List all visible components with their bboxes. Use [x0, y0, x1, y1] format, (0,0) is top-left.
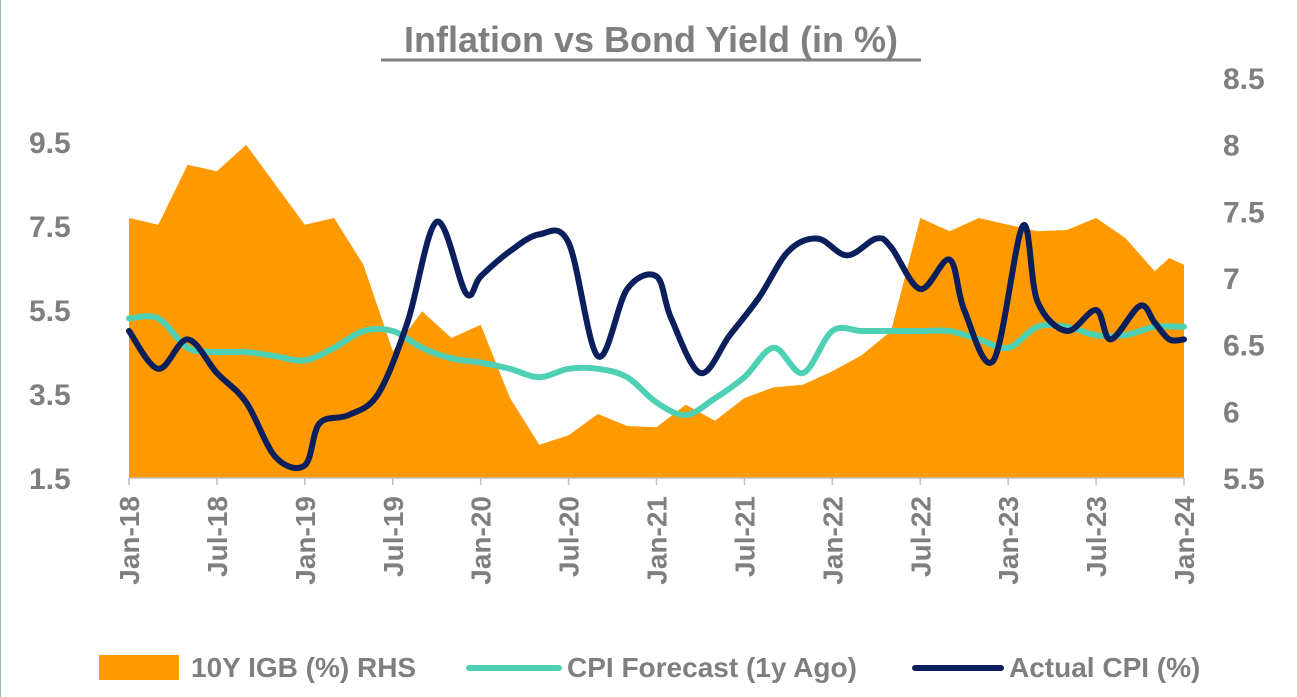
left-y-tick-label: 9.5 — [29, 127, 71, 160]
series-line-actual-cpi — [126, 218, 1187, 471]
right-y-tick-label: 8 — [1223, 130, 1240, 163]
x-axis-tick-label: Jul-23 — [1081, 496, 1112, 577]
x-axis-tick-label: Jan-23 — [993, 496, 1024, 585]
legend-swatch-10y-igb — [99, 655, 179, 680]
x-axis-tick-label: Jul-20 — [554, 496, 585, 577]
x-axis-tick-label: Jul-18 — [202, 496, 233, 577]
chart-title: Inflation vs Bond Yield (in %) — [404, 19, 898, 60]
x-axis-tick-label: Jan-18 — [114, 496, 145, 585]
left-y-tick-label: 1.5 — [29, 463, 71, 496]
right-y-tick-label: 7.5 — [1223, 196, 1265, 229]
x-axis-tick-label: Jul-19 — [378, 496, 409, 577]
series-line-cpi-forecast — [126, 313, 1187, 419]
legend: 10Y IGB (%) RHS CPI Forecast (1y Ago) Actu… — [99, 652, 1200, 683]
legend-label-10y-igb: 10Y IGB (%) RHS — [191, 652, 416, 683]
right-y-tick-label: 6.5 — [1223, 330, 1265, 363]
x-axis: Jan-18 Jul-18 Jan-19 Jul-19 Jan-20 Jul-20 Jan-… — [114, 477, 1200, 585]
plot-area — [126, 144, 1187, 478]
right-y-axis: 8.5 8 7.5 7 6.5 6 5.5 — [1223, 63, 1265, 496]
x-axis-tick-label: Jul-22 — [905, 496, 936, 577]
x-axis-tick-label: Jan-24 — [1169, 496, 1200, 585]
right-y-tick-label: 8.5 — [1223, 63, 1265, 96]
right-y-tick-label: 7 — [1223, 263, 1240, 296]
legend-label-actual-cpi: Actual CPI (%) — [1009, 652, 1200, 683]
x-axis-tick-label: Jan-21 — [642, 496, 673, 585]
legend-label-cpi-forecast: CPI Forecast (1y Ago) — [567, 652, 857, 683]
left-y-tick-label: 3.5 — [29, 379, 71, 412]
series-area-10y-igb — [129, 144, 1184, 478]
x-axis-tick-label: Jan-19 — [290, 496, 321, 585]
x-axis-tick-label: Jan-22 — [817, 496, 848, 585]
x-axis-tick-label: Jul-21 — [729, 496, 760, 577]
chart-title-group: Inflation vs Bond Yield (in %) — [381, 19, 921, 62]
left-y-tick-label: 5.5 — [29, 295, 71, 328]
x-axis-tick-label: Jan-20 — [466, 496, 497, 585]
right-y-tick-label: 6 — [1223, 396, 1240, 429]
left-y-axis: 9.5 7.5 5.5 3.5 1.5 — [29, 127, 71, 496]
right-y-tick-label: 5.5 — [1223, 463, 1265, 496]
left-y-tick-label: 7.5 — [29, 211, 71, 244]
